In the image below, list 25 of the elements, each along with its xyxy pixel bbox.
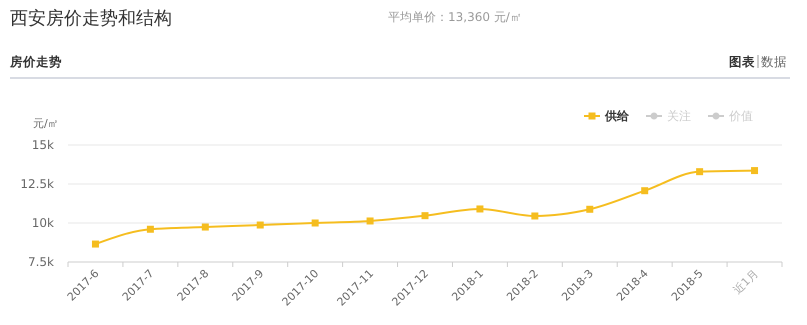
point [92, 240, 99, 248]
point [256, 222, 264, 229]
point [751, 167, 758, 174]
x-tick-label: 近1月 [730, 266, 761, 297]
point [586, 206, 594, 213]
point [366, 217, 374, 224]
y-tick-label: 12.5k [20, 177, 54, 191]
y-axis-title: 元/㎡ [33, 117, 59, 130]
point [696, 168, 704, 176]
point [641, 187, 648, 194]
y-tick-label: 7.5k [28, 255, 54, 269]
point [531, 212, 538, 220]
point [422, 212, 428, 220]
point [476, 205, 484, 212]
legend-label: 供给 [604, 109, 630, 123]
chart-title: 西安房价走势和结构 [10, 8, 172, 29]
y-tick-label: 15k [32, 138, 54, 152]
point [312, 220, 319, 226]
text: 平均单价：13,360 元/㎡ [388, 10, 522, 24]
point [146, 226, 154, 233]
text: 数据 [761, 54, 787, 69]
text: 房价走势 [9, 54, 62, 69]
point [202, 224, 209, 231]
text: 图表 [729, 54, 755, 69]
y-tick-label: 10k [32, 216, 54, 230]
